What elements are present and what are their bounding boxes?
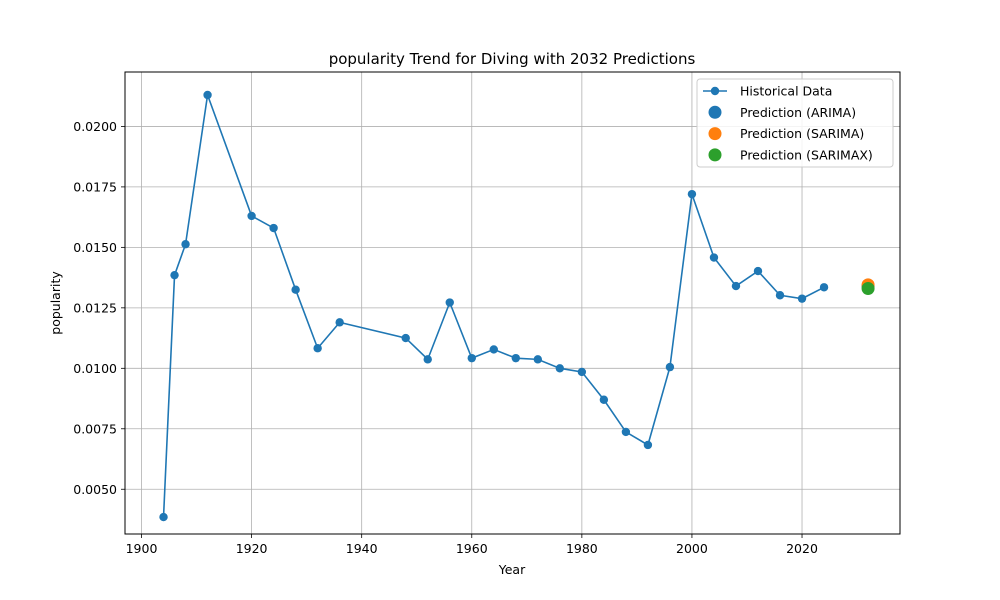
historical-point	[181, 240, 190, 249]
y-tick-label: 0.0200	[73, 119, 117, 134]
x-tick-label: 2000	[676, 541, 708, 556]
historical-point	[819, 283, 829, 292]
legend-marker	[708, 105, 722, 119]
x-tick-label: 1900	[126, 541, 158, 556]
historical-point	[665, 362, 675, 372]
y-tick-label: 0.0075	[73, 421, 117, 436]
historical-point	[445, 298, 454, 307]
plot-frame	[124, 71, 901, 535]
legend-label: Historical Data	[740, 84, 832, 99]
chart-title: popularity Trend for Diving with 2032 Pr…	[329, 50, 696, 68]
historical-point	[753, 266, 763, 276]
x-axis: 1900 1920 1940 1960 1980 2000 2020	[126, 534, 818, 556]
historical-point	[599, 395, 609, 404]
historical-point	[170, 270, 179, 280]
historical-point	[687, 189, 697, 199]
legend-box	[696, 78, 894, 168]
legend-label: Prediction (SARIMAX)	[740, 147, 873, 162]
historical-point	[643, 440, 653, 450]
historical-point	[269, 223, 278, 233]
legend-marker	[708, 148, 722, 162]
x-tick-label: 1960	[456, 541, 488, 556]
historical-point	[159, 512, 168, 522]
historical-point	[247, 211, 256, 221]
historical-point	[775, 291, 785, 300]
legend-label: Prediction (ARIMA)	[740, 105, 856, 120]
y-tick-label: 0.0150	[73, 240, 117, 255]
x-tick-label: 1980	[566, 541, 598, 556]
historical-point	[797, 294, 807, 303]
y-tick-label: 0.0100	[73, 361, 117, 376]
historical-point	[511, 353, 521, 363]
y-axis-label: popularity	[48, 271, 63, 335]
historical-point	[489, 345, 498, 354]
legend-marker	[710, 86, 720, 96]
x-tick-label: 1940	[346, 541, 378, 556]
legend-marker	[708, 127, 722, 141]
legend: Historical Data Prediction (ARIMA) Predict…	[696, 78, 894, 168]
historical-point	[291, 285, 300, 294]
historical-point	[709, 253, 719, 262]
prediction-point	[861, 281, 875, 295]
legend-label: Prediction (SARIMA)	[740, 126, 864, 141]
y-axis: 0.0050 0.0075 0.0100 0.0125 0.0150 0.0175 0.02…	[73, 119, 125, 497]
x-tick-label: 2020	[786, 541, 818, 556]
x-axis-label: Year	[498, 562, 526, 577]
historical-point	[203, 90, 212, 100]
y-tick-label: 0.0125	[73, 300, 117, 315]
series-layer	[159, 90, 875, 522]
historical-point	[401, 333, 410, 343]
historical-point	[533, 355, 543, 364]
historical-point	[467, 353, 476, 363]
historical-point	[621, 427, 631, 437]
historical-point	[335, 318, 344, 327]
historical-point	[423, 355, 432, 364]
historical-point	[577, 367, 587, 377]
historical-point	[731, 281, 741, 291]
historical-point	[555, 364, 565, 373]
y-tick-label: 0.0175	[73, 179, 117, 194]
x-tick-label: 1920	[236, 541, 268, 556]
y-tick-label: 0.0050	[73, 482, 117, 497]
historical-point	[313, 344, 322, 353]
